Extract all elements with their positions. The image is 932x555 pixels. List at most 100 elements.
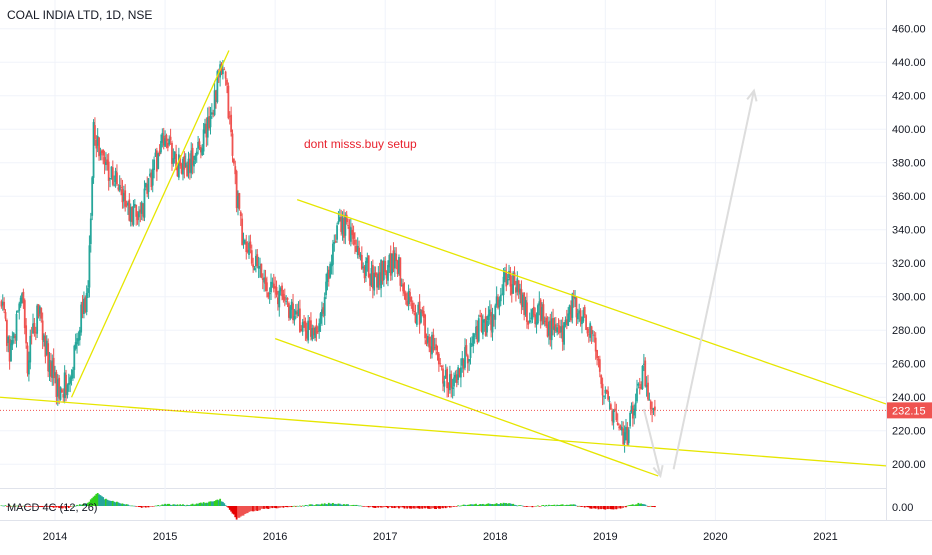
macd-bar xyxy=(466,504,469,506)
macd-bar xyxy=(245,506,248,514)
macd-bar xyxy=(370,506,373,507)
candle-body xyxy=(8,339,11,362)
macd-bar xyxy=(95,493,98,506)
candle-body xyxy=(160,141,162,153)
candle-body xyxy=(143,188,146,218)
candle-body xyxy=(442,368,444,384)
macd-bar xyxy=(259,506,261,511)
macd-bar xyxy=(294,506,297,507)
candle-body xyxy=(404,293,407,301)
macd-bar xyxy=(512,503,515,506)
candle-body xyxy=(308,321,311,323)
candle-body xyxy=(166,142,169,148)
candle-body xyxy=(113,184,116,186)
candle-body xyxy=(227,85,230,119)
macd-bar xyxy=(290,506,293,508)
macd-bar xyxy=(61,506,63,509)
macd-bar xyxy=(627,505,630,506)
macd-bar xyxy=(605,506,608,509)
candle-body xyxy=(135,204,138,217)
macd-bar xyxy=(100,496,103,506)
macd-bar xyxy=(415,506,418,509)
candle-body xyxy=(534,314,537,324)
macd-bar xyxy=(44,506,47,507)
candle-body xyxy=(245,241,248,252)
candle-body xyxy=(294,310,297,315)
candle-body xyxy=(494,305,497,320)
macd-bar xyxy=(125,504,128,506)
macd-bar xyxy=(5,506,8,507)
candle-body xyxy=(609,404,612,410)
candle-body xyxy=(157,153,160,169)
candle-body xyxy=(561,325,564,342)
macd-bar xyxy=(377,506,380,508)
x-tick-label: 2016 xyxy=(263,531,287,543)
macd-bar xyxy=(131,505,133,507)
candle-body xyxy=(124,190,127,207)
macd-bar xyxy=(198,502,201,506)
candle-body xyxy=(653,406,656,411)
macd-bar xyxy=(316,504,319,506)
candle-body xyxy=(590,326,593,335)
macd-bar xyxy=(122,504,125,506)
macd-bar xyxy=(359,505,362,507)
macd-bar xyxy=(300,506,303,507)
macd-bar xyxy=(406,506,409,509)
candle-body xyxy=(411,302,414,312)
candle-body xyxy=(210,112,213,115)
macd-bar xyxy=(179,504,182,506)
macd-bar xyxy=(94,495,96,506)
macd-histogram xyxy=(0,493,656,520)
macd-bar xyxy=(568,504,571,506)
candle-body xyxy=(327,269,330,280)
macd-bar xyxy=(52,506,55,508)
macd-bar xyxy=(626,505,629,507)
macd-bar xyxy=(329,503,332,506)
macd-bar xyxy=(234,506,237,518)
candle-body xyxy=(67,382,70,385)
candle-body xyxy=(125,204,128,206)
candle-body xyxy=(164,138,166,147)
candle-body xyxy=(197,141,200,149)
candle-body xyxy=(484,316,487,336)
candle-body xyxy=(168,138,171,145)
candle-body xyxy=(36,305,39,334)
candle-body xyxy=(154,152,157,157)
candle-body xyxy=(54,372,56,376)
candle-body xyxy=(177,154,180,178)
macd-bar xyxy=(158,505,161,507)
candle-body xyxy=(63,372,66,399)
macd-bar xyxy=(488,503,491,506)
candle-body xyxy=(270,281,272,293)
macd-bar xyxy=(557,505,560,506)
candle-body xyxy=(274,286,277,289)
macd-bar xyxy=(99,495,102,506)
macd-bar xyxy=(418,506,421,509)
candle-body xyxy=(516,278,519,292)
macd-bar xyxy=(616,506,619,509)
macd-bar xyxy=(341,504,344,506)
macd-bar xyxy=(499,503,502,506)
candle-body xyxy=(572,295,575,298)
candle-body xyxy=(105,162,107,165)
candle-body xyxy=(398,256,400,273)
candle-body xyxy=(281,285,283,297)
candle-body xyxy=(649,401,652,410)
macd-bar xyxy=(481,503,484,506)
candle-body xyxy=(382,260,385,280)
macd-bar xyxy=(230,506,233,512)
macd-bar xyxy=(393,506,396,509)
macd-bar xyxy=(202,502,205,506)
candle-body xyxy=(527,321,530,325)
macd-bar xyxy=(508,503,510,506)
candle-body xyxy=(574,296,576,300)
arrow-head xyxy=(652,464,664,479)
macd-bar xyxy=(411,506,414,509)
last-price-badge xyxy=(887,402,932,419)
candle-body xyxy=(605,389,608,393)
macd-bar xyxy=(590,506,593,509)
macd-bar xyxy=(150,506,153,507)
macd-bar xyxy=(105,498,107,506)
candle-body xyxy=(349,227,352,242)
